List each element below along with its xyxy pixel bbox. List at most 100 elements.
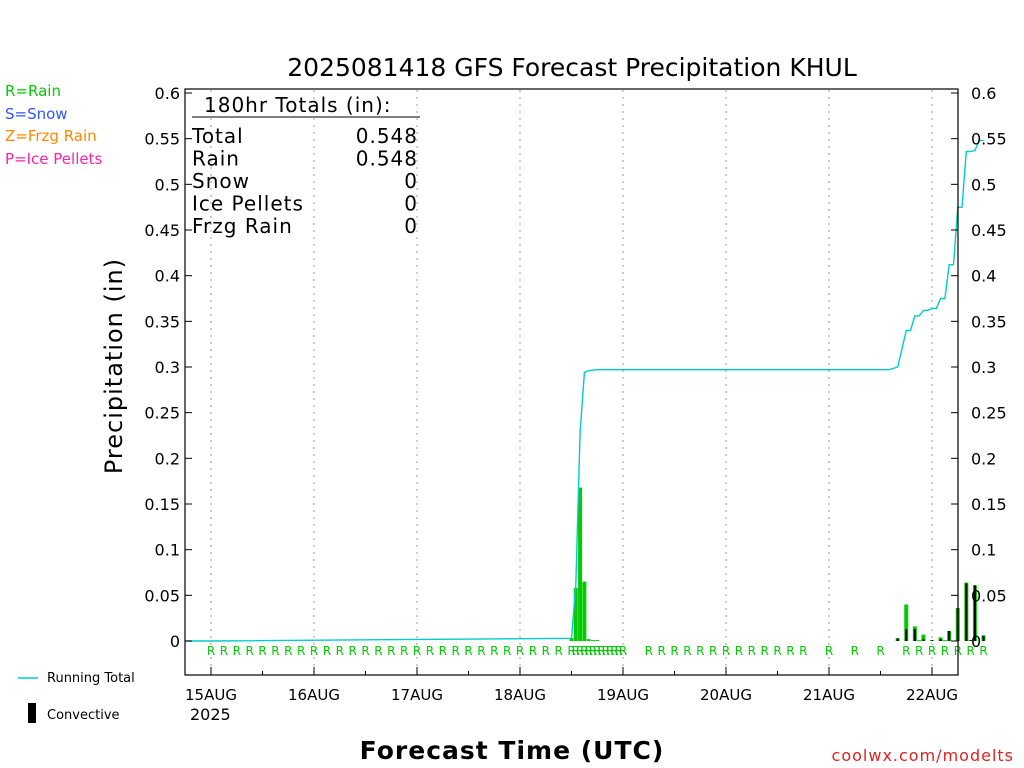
convective-bar <box>931 640 933 641</box>
plot-frame <box>184 88 959 676</box>
convective-bar <box>982 635 985 641</box>
totals-row-value: 0 <box>404 169 418 193</box>
y-tick-label-left: 0.45 <box>144 221 180 240</box>
x-tick-label: 20AUG <box>700 686 752 704</box>
y-tick-label-right: 0.15 <box>971 495 1007 514</box>
precip-bar <box>578 487 583 641</box>
x-ticks: 15AUG 16AUG 17AUG 18AUG 19AUG 20AUG 21AUG 22AUG <box>185 667 958 704</box>
precip-type-marker: R <box>516 644 524 658</box>
y-tick-label-right: 0.6 <box>971 84 996 103</box>
x-tick-label: 22AUG <box>906 686 958 704</box>
y-tick-label-right: 0.25 <box>971 404 1007 423</box>
precip-type-marker: R <box>979 644 987 658</box>
totals-row-label: Rain <box>192 147 240 171</box>
x-tick-label: 16AUG <box>288 686 340 704</box>
y-tick-label-left: 0 <box>170 632 180 651</box>
precip-bar <box>595 640 600 641</box>
precip-type-marker: R <box>597 644 605 658</box>
convective-bar <box>896 638 899 641</box>
totals-row-value: 0 <box>404 192 418 216</box>
y-tick-label-right: 0 <box>971 632 981 651</box>
convective-bar <box>939 639 942 641</box>
precip-bar <box>569 638 574 641</box>
precip-type-marker: R <box>400 644 408 658</box>
precip-type-marker: R <box>284 644 292 658</box>
totals-row-value: 0.548 <box>356 124 418 148</box>
precip-type-marker: R <box>451 644 459 658</box>
totals-row-label: Ice Pellets <box>192 192 304 216</box>
precip-type-marker: R <box>413 644 421 658</box>
convective-bar <box>965 583 968 641</box>
convective-bar <box>905 629 908 641</box>
precip-type-marker: R <box>336 644 344 658</box>
precip-type-marker: R <box>477 644 485 658</box>
totals-header: 180hr Totals (in): <box>204 93 392 117</box>
precip-bar <box>921 634 926 641</box>
precip-type-marker: R <box>786 644 794 658</box>
precip-type-marker: R <box>593 644 601 658</box>
y-tick-label-right: 0.5 <box>971 175 996 194</box>
precip-type-marker: R <box>619 644 627 658</box>
precip-type-marker: R <box>348 644 356 658</box>
precip-type-marker: R <box>554 644 562 658</box>
precip-type-marker: R <box>645 644 653 658</box>
precip-type-marker: R <box>966 644 974 658</box>
precip-type-marker: R <box>258 644 266 658</box>
precip-type-marker: R <box>374 644 382 658</box>
x-year-label: 2025 <box>190 705 231 724</box>
precip-type-marker: R <box>490 644 498 658</box>
y-tick-label-left: 0.1 <box>155 541 180 560</box>
precip-type-marker: R <box>915 644 923 658</box>
precip-type-marker: R <box>709 644 717 658</box>
convective-bar <box>973 585 976 641</box>
precip-type-marker: R <box>748 644 756 658</box>
precip-bar <box>917 640 922 641</box>
legend-running-total: Running Total <box>47 671 135 686</box>
totals-row-label: Frzg Rain <box>192 214 293 238</box>
precip-type-marker: R <box>606 644 614 658</box>
chart-title: 2025081418 GFS Forecast Precipitation KH… <box>287 53 857 82</box>
legend-ice-pellets: P=Ice Pellets <box>5 150 102 168</box>
precip-bar <box>586 639 591 641</box>
precip-type-marker: R <box>657 644 665 658</box>
precip-type-marker: R <box>542 644 550 658</box>
convective-bar <box>913 629 916 641</box>
y-tick-label-left: 0.5 <box>155 175 180 194</box>
convective-bar <box>948 630 951 641</box>
precip-type-marker: R <box>576 644 584 658</box>
totals-row-label: Snow <box>192 169 250 193</box>
precip-type-marker: R <box>529 644 537 658</box>
y-tick-label-right: 0.1 <box>971 541 996 560</box>
precip-type-marker: R <box>323 644 331 658</box>
legend-snow: S=Snow <box>5 105 68 123</box>
precip-type-marker: R <box>580 644 588 658</box>
legend-frzg-rain: Z=Frzg Rain <box>5 127 97 145</box>
totals-box: 180hr Totals (in): Total 0.548 Rain 0.548 Sn… <box>191 93 420 238</box>
precip-type-marker: R <box>426 644 434 658</box>
y-tick-label-left: 0.6 <box>155 84 180 103</box>
precip-type-marker: R <box>735 644 743 658</box>
x-tick-label: 18AUG <box>494 686 546 704</box>
precip-type-marker: R <box>310 644 318 658</box>
y-tick-label-left: 0.25 <box>144 404 180 423</box>
precip-type-marker: R <box>876 644 884 658</box>
y-tick-label-left: 0.05 <box>144 586 180 605</box>
totals-row-value: 0 <box>404 214 418 238</box>
precip-type-marker: R <box>503 644 511 658</box>
y-tick-label-right: 0.55 <box>971 130 1007 149</box>
watermark: coolwx.com/modelts <box>832 746 1014 765</box>
precip-type-marker: R <box>245 644 253 658</box>
precip-bar <box>904 604 909 641</box>
precip-type-marker: R <box>773 644 781 658</box>
precip-type-marker: R <box>271 644 279 658</box>
precip-type-marker: R <box>220 644 228 658</box>
precip-bar <box>942 640 947 641</box>
precip-type-marker: R <box>233 644 241 658</box>
precip-type-marker: R <box>799 644 807 658</box>
precip-type-marker: R <box>589 644 597 658</box>
y-tick-label-left: 0.15 <box>144 495 180 514</box>
x-tick-label: 15AUG <box>185 686 237 704</box>
precip-type-marker: R <box>297 644 305 658</box>
precip-bar <box>573 588 578 641</box>
